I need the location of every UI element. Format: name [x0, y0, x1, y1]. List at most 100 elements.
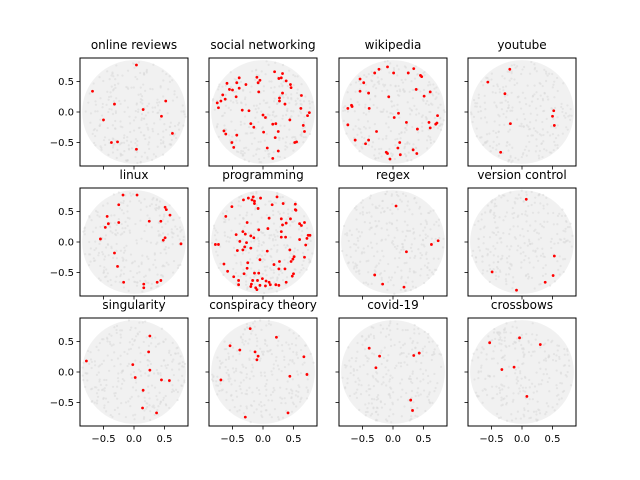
background-point: [152, 153, 155, 156]
background-point: [125, 139, 129, 142]
background-point: [158, 391, 161, 394]
background-point: [348, 394, 352, 398]
background-point: [110, 74, 113, 77]
background-point: [387, 234, 390, 237]
background-point: [480, 80, 483, 83]
background-point: [419, 90, 422, 93]
background-point: [405, 261, 408, 264]
background-point: [115, 331, 118, 335]
background-point: [494, 198, 497, 201]
background-point: [151, 158, 154, 161]
data-point: [252, 236, 256, 240]
background-point: [396, 327, 399, 331]
background-point: [217, 85, 220, 88]
background-point: [224, 358, 228, 361]
background-point: [470, 111, 473, 114]
background-point: [560, 382, 564, 385]
data-point: [358, 77, 362, 81]
background-point: [483, 94, 486, 97]
background-point: [558, 357, 561, 360]
background-point: [267, 319, 271, 322]
background-point: [82, 378, 85, 382]
background-point: [387, 354, 390, 357]
background-point: [393, 292, 396, 295]
background-point: [162, 95, 165, 98]
background-point: [161, 275, 165, 278]
background-point: [498, 391, 502, 395]
background-point: [370, 226, 373, 229]
background-point: [488, 236, 492, 239]
background-point: [263, 375, 267, 378]
data-point: [284, 79, 288, 83]
y-tick-label: 0.5: [58, 77, 74, 88]
background-point: [509, 331, 512, 334]
background-point: [128, 231, 132, 234]
background-point: [129, 269, 132, 273]
background-point: [126, 364, 129, 368]
background-point: [166, 363, 169, 367]
data-point: [222, 129, 226, 133]
background-point: [94, 209, 98, 213]
data-point: [110, 141, 113, 144]
data-point: [222, 262, 226, 266]
background-point: [248, 358, 251, 362]
background-point: [538, 409, 541, 412]
data-point: [397, 111, 400, 115]
background-point: [272, 269, 275, 272]
background-point: [115, 257, 118, 260]
background-point: [223, 340, 226, 343]
background-point: [385, 190, 389, 193]
background-point: [425, 257, 428, 260]
background-point: [533, 201, 536, 204]
background-point: [371, 246, 374, 249]
background-point: [178, 216, 181, 219]
background-point: [539, 236, 543, 240]
background-point: [105, 268, 108, 271]
background-point: [548, 390, 551, 393]
background-point: [550, 106, 553, 110]
background-point: [356, 133, 359, 136]
background-point: [242, 365, 245, 368]
background-point: [362, 247, 365, 250]
background-point: [238, 196, 241, 199]
background-point: [147, 281, 150, 284]
background-point: [153, 413, 156, 417]
background-point: [259, 347, 262, 350]
background-point: [479, 105, 482, 108]
background-point: [512, 276, 515, 279]
background-point: [179, 226, 182, 229]
background-point: [127, 348, 131, 351]
background-point: [118, 412, 121, 416]
background-point: [97, 251, 101, 255]
background-point: [149, 418, 152, 422]
background-point: [272, 213, 275, 217]
background-point: [257, 239, 260, 243]
background-point: [558, 355, 561, 359]
background-point: [245, 283, 248, 286]
background-point: [288, 256, 291, 259]
background-point: [404, 328, 407, 332]
data-point: [305, 373, 309, 376]
background-point: [495, 412, 499, 415]
background-point: [223, 234, 227, 237]
background-point: [403, 262, 406, 265]
background-point: [536, 113, 539, 116]
data-point: [386, 152, 389, 155]
background-point: [104, 397, 108, 400]
background-point: [394, 138, 397, 141]
data-point: [164, 208, 168, 212]
background-point: [295, 405, 298, 408]
background-point: [544, 272, 547, 276]
background-point: [108, 95, 111, 99]
background-point: [533, 385, 537, 388]
background-point: [172, 389, 175, 393]
data-point: [224, 214, 228, 218]
background-point: [485, 393, 489, 397]
background-point: [292, 73, 295, 77]
data-point: [278, 260, 281, 263]
background-point: [221, 85, 224, 88]
background-point: [259, 371, 263, 374]
background-point: [163, 145, 167, 149]
background-point: [303, 115, 306, 119]
background-point: [130, 147, 134, 150]
